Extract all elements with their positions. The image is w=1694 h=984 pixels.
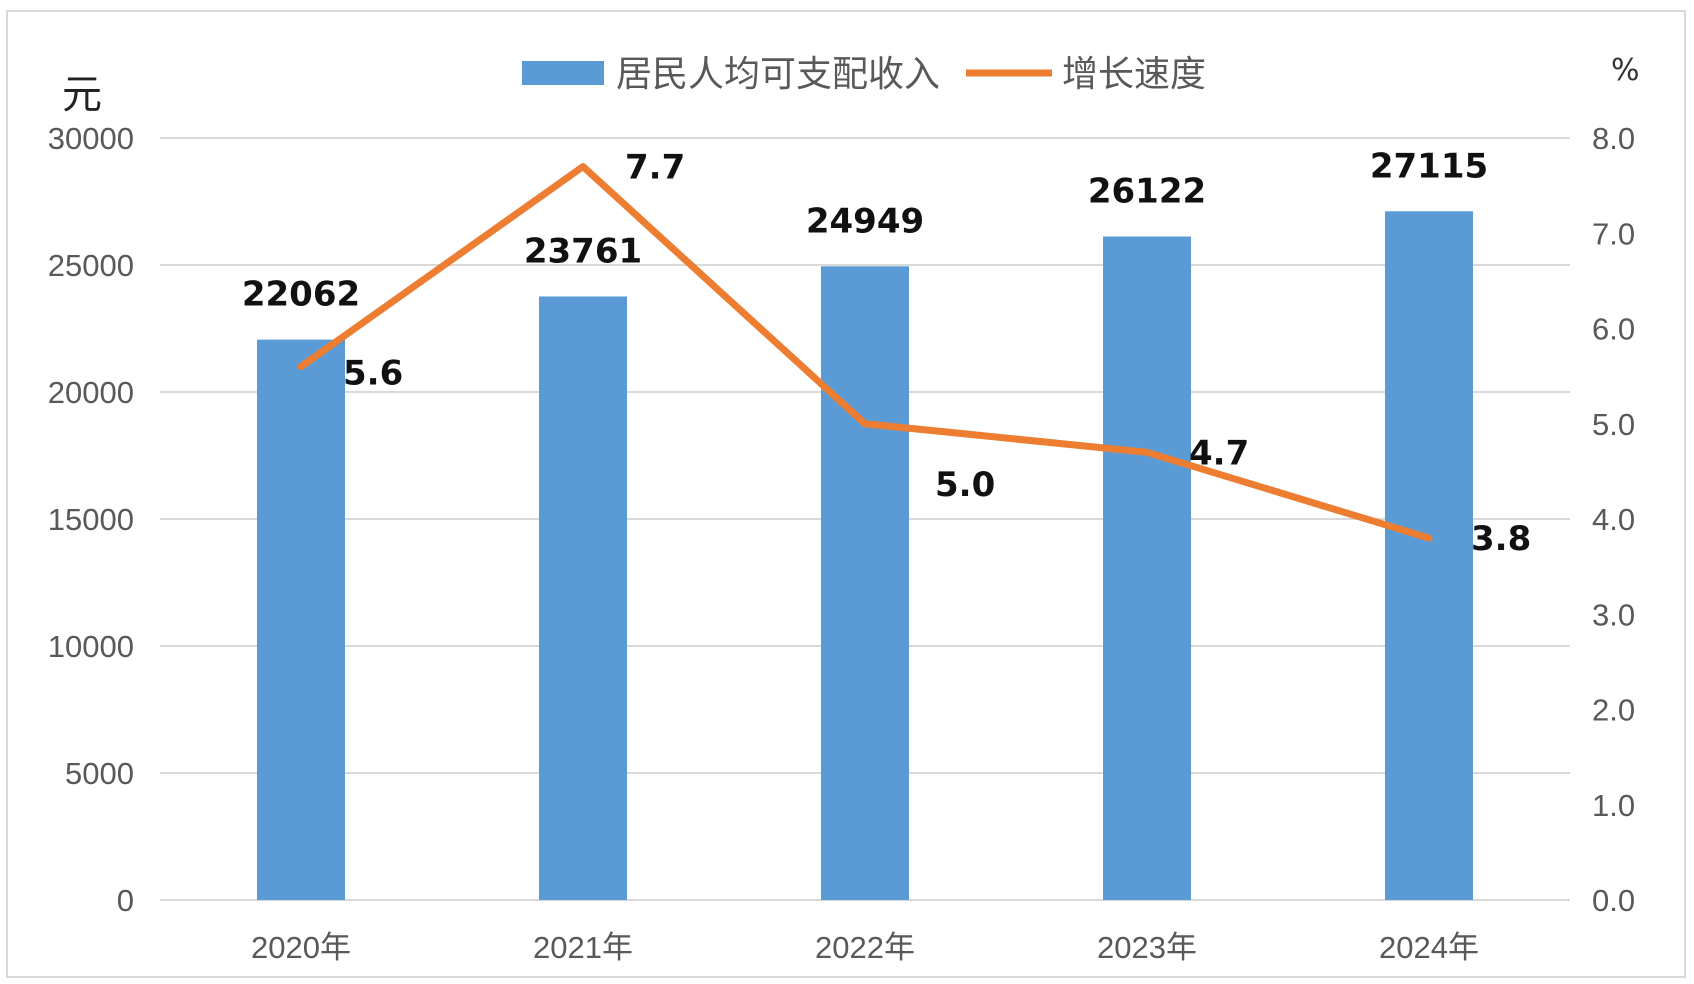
- growth-line-path: [297, 163, 1433, 542]
- line-value-label: 5.0: [935, 465, 995, 505]
- legend: 居民人均可支配收入 增长速度: [522, 54, 1206, 95]
- y-right-tick-label: 1.0: [1592, 788, 1635, 823]
- y-right-tick-label: 8.0: [1592, 121, 1635, 156]
- data-labels: 22062 23761 24949 26122 27115 5.6 7.7 5.0 4.7 3.8: [242, 146, 1531, 559]
- bar: [821, 266, 909, 900]
- line-value-label: 5.6: [343, 354, 403, 394]
- y-left-tick-label: 10000: [48, 629, 134, 664]
- x-tick-label: 2022年: [815, 930, 915, 965]
- y-right-tick-label: 6.0: [1592, 312, 1635, 347]
- bar: [539, 296, 627, 901]
- y-right-unit: %: [1611, 53, 1640, 88]
- y-left-tick-label: 25000: [48, 248, 134, 283]
- bar-value-label: 27115: [1370, 146, 1488, 186]
- y-right-tick-label: 7.0: [1592, 216, 1635, 251]
- bar-value-label: 24949: [806, 201, 924, 241]
- line-value-label: 4.7: [1189, 433, 1249, 473]
- y-right-tick-label: 5.0: [1592, 407, 1635, 442]
- axes: 元 % 0 5000 10000 15000 20000 25000 30000 0.0 1.0…: [48, 53, 1640, 965]
- bar: [257, 339, 345, 900]
- bar-value-label: 23761: [524, 231, 642, 271]
- x-tick-label: 2024年: [1379, 930, 1479, 965]
- y-left-unit: 元: [62, 72, 102, 118]
- y-left-tick-label: 0: [117, 883, 134, 918]
- y-left-tick-label: 5000: [65, 756, 134, 791]
- y-right-tick-label: 2.0: [1592, 693, 1635, 728]
- growth-line: [297, 163, 1433, 542]
- line-value-label: 7.7: [625, 148, 685, 188]
- y-left-tick-label: 15000: [48, 502, 134, 537]
- y-right-tick-label: 4.0: [1592, 502, 1635, 537]
- bar-value-label: 26122: [1088, 172, 1206, 212]
- legend-swatch-bar: [522, 61, 604, 85]
- x-tick-label: 2023年: [1097, 930, 1197, 965]
- y-right-tick-label: 0.0: [1592, 883, 1635, 918]
- income-bars: [257, 211, 1473, 901]
- bar: [1385, 211, 1473, 901]
- line-value-label: 3.8: [1471, 519, 1531, 559]
- x-tick-label: 2020年: [251, 930, 351, 965]
- bar-value-label: 22062: [242, 275, 360, 315]
- legend-label-line: 增长速度: [1062, 54, 1206, 95]
- bar: [1103, 236, 1191, 900]
- legend-label-bar: 居民人均可支配收入: [616, 54, 940, 95]
- y-right-tick-label: 3.0: [1592, 597, 1635, 632]
- y-left-tick-label: 30000: [48, 121, 134, 156]
- x-tick-label: 2021年: [533, 930, 633, 965]
- y-left-tick-label: 20000: [48, 375, 134, 410]
